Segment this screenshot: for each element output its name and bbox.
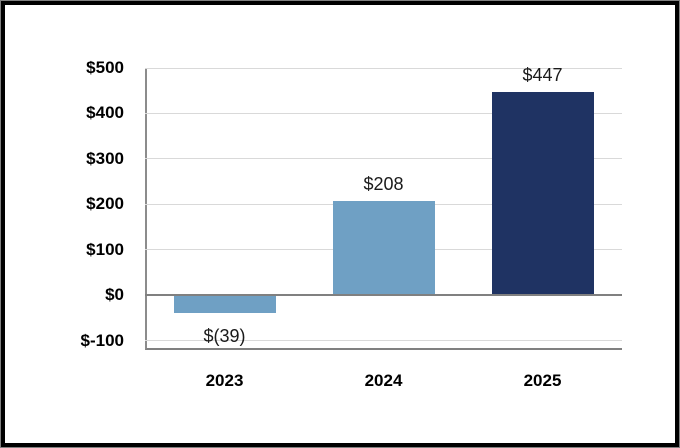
y-tick-label-200: $200 — [86, 194, 124, 214]
bar-value-label-2024: $208 — [363, 173, 404, 194]
bar-2025 — [491, 92, 594, 296]
gridline-300 — [145, 158, 622, 160]
zero-axis-line — [145, 294, 622, 297]
y-tick-label-0: $0 — [105, 285, 124, 305]
y-tick-label-500: $500 — [86, 58, 124, 77]
y-tick-label-100: $100 — [86, 239, 124, 259]
y-tick-label-400: $400 — [86, 103, 124, 123]
gridline-500 — [145, 67, 622, 69]
x-axis-label-2025: 2025 — [523, 371, 562, 390]
x-axis-label-2024: 2024 — [364, 371, 403, 390]
y-tick-label--100: $-100 — [80, 330, 124, 350]
gridline-400 — [145, 112, 622, 114]
plot-area — [145, 68, 622, 350]
bar-2024 — [332, 200, 435, 296]
x-axis-label-2023: 2023 — [205, 371, 244, 390]
bar-chart: $500 $400 $300 $200 $100 $0 $-100 $(39) 2023 $208… — [5, 5, 675, 443]
bar-value-label-2023: $(39) — [203, 326, 246, 347]
y-tick-label-300: $300 — [86, 148, 124, 168]
bar-value-label-2025: $447 — [522, 65, 563, 86]
bar-2023 — [173, 295, 276, 314]
gridline--100 — [145, 340, 622, 342]
